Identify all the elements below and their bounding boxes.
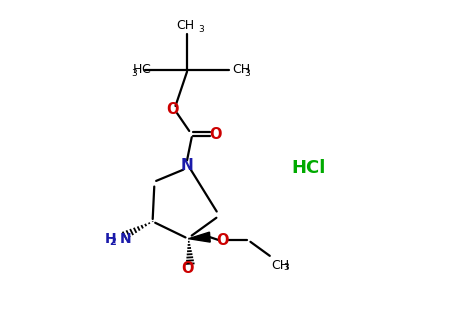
Text: 3: 3 <box>198 25 204 34</box>
Text: H: H <box>105 232 117 246</box>
Text: 2: 2 <box>109 238 116 247</box>
Text: N: N <box>181 158 193 173</box>
Text: O: O <box>167 102 179 117</box>
Text: O: O <box>217 233 229 248</box>
Text: HCl: HCl <box>292 159 326 177</box>
Polygon shape <box>189 232 210 242</box>
Text: CH: CH <box>176 19 194 32</box>
Text: N: N <box>120 232 132 246</box>
Text: 3: 3 <box>244 69 250 78</box>
Text: 3: 3 <box>132 69 137 78</box>
Text: H: H <box>132 63 142 76</box>
Text: CH: CH <box>271 259 290 272</box>
Text: CH: CH <box>232 63 250 76</box>
Text: O: O <box>181 261 193 276</box>
Text: O: O <box>209 127 221 141</box>
Text: C: C <box>141 63 150 76</box>
Text: 3: 3 <box>283 263 289 272</box>
